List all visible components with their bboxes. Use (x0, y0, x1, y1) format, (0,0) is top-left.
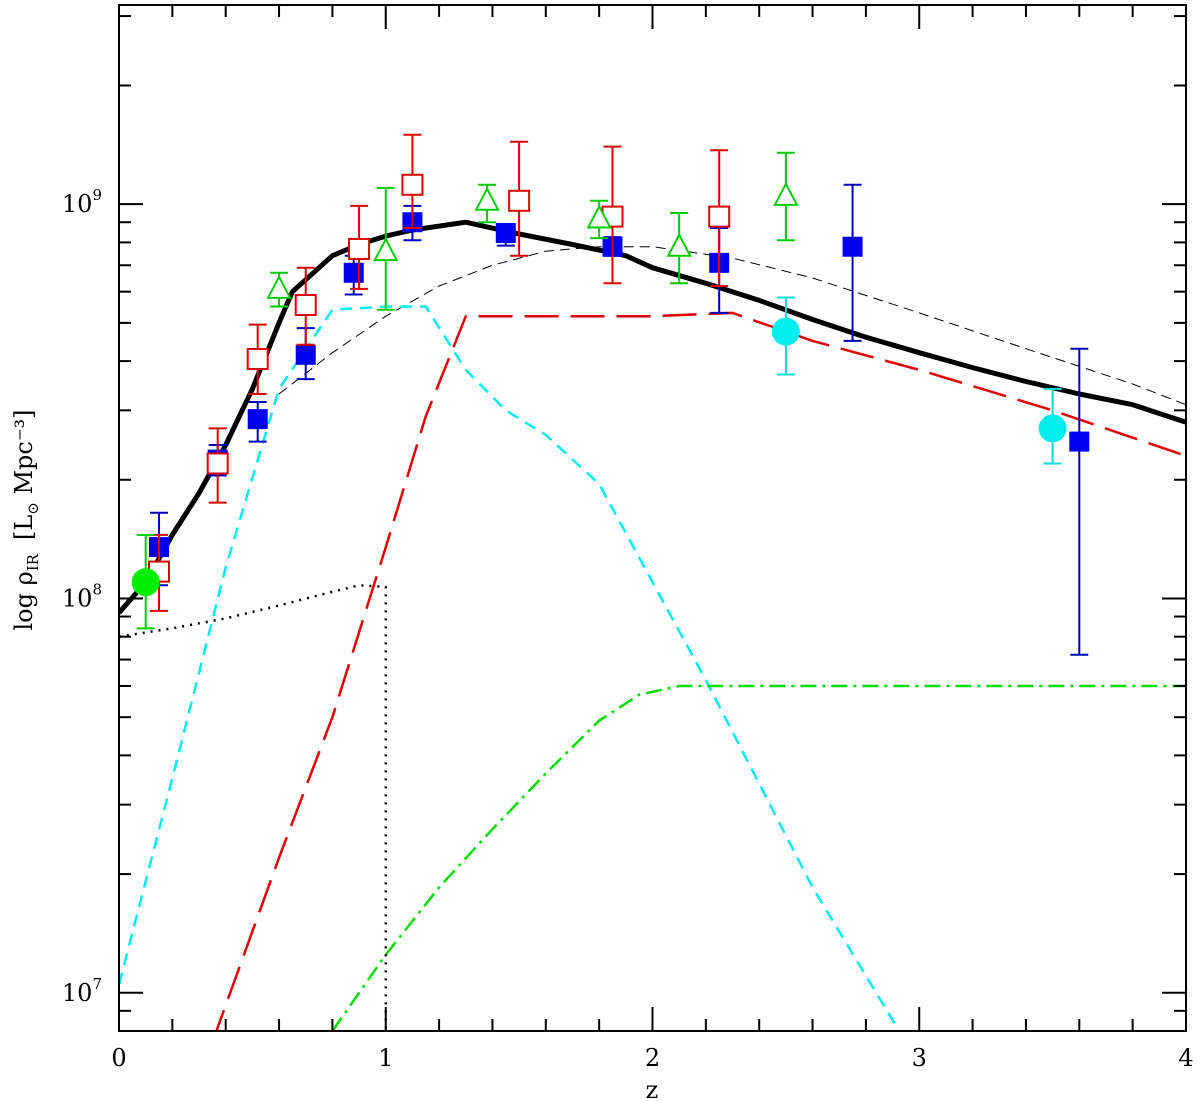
data-points (131, 133, 1090, 656)
data-point-open-triangle (773, 181, 799, 206)
data-point-open-square (348, 237, 371, 260)
x-tick-label: 4 (1178, 1044, 1193, 1072)
x-tick-label: 3 (912, 1044, 927, 1072)
model-curve-2 (278, 246, 1186, 406)
data-point-open-square (401, 173, 424, 196)
data-point-open-square (508, 189, 531, 212)
y-axis-label-sub: IR (24, 553, 42, 571)
x-axis-label: z (646, 1076, 659, 1102)
data-point-square (295, 344, 316, 365)
series-3 (266, 151, 799, 311)
error-bar (1070, 347, 1089, 656)
data-point-square (247, 409, 268, 430)
y-tick-label-base: 10 (62, 190, 93, 218)
series-2 (148, 133, 731, 612)
data-point-square (842, 236, 863, 257)
y-axis-label-unit-sub: ⊙ (24, 502, 42, 515)
data-point-open-triangle (586, 204, 612, 229)
model-curve-5 (331, 684, 1186, 1031)
model-curve-3 (119, 305, 901, 1031)
data-point-open-triangle (474, 186, 500, 211)
data-point-open-square (708, 205, 731, 228)
y-tick-label-exponent: 7 (92, 975, 102, 993)
y-tick-label-base: 10 (62, 979, 93, 1007)
error-bar (843, 183, 862, 342)
data-point-square (1069, 431, 1090, 452)
data-point-open-square (206, 452, 229, 475)
y-axis-label-unit: [L (10, 515, 38, 540)
series-4 (131, 533, 160, 630)
data-point-square (495, 223, 516, 244)
y-tick-label: 109 (62, 186, 102, 218)
data-point-square (343, 262, 364, 283)
data-point-open-triangle (666, 232, 692, 257)
x-tick-label: 2 (645, 1044, 660, 1072)
y-axis-label-main: log ρ (10, 571, 38, 630)
y-tick-label-exponent: 9 (92, 186, 102, 204)
y-tick-label-exponent: 8 (92, 580, 102, 598)
data-point-circle (771, 317, 800, 346)
data-point-open-triangle (266, 274, 292, 299)
series-5 (771, 296, 1067, 465)
y-tick-label: 108 (62, 580, 102, 612)
y-tick-label: 107 (62, 975, 102, 1007)
data-point-open-square (294, 294, 317, 317)
data-point-open-square (246, 347, 269, 370)
x-tick-label: 0 (111, 1044, 126, 1072)
model-curve-4 (215, 311, 1186, 1031)
x-tick-label: 1 (378, 1044, 393, 1072)
data-point-circle (1038, 414, 1067, 443)
y-axis-label: log ρIR [L⊙ Mpc⁻³] (10, 409, 42, 630)
y-axis-label-unit-rest: Mpc⁻³] (10, 409, 38, 502)
data-point-circle (131, 568, 160, 597)
y-tick-label-base: 10 (62, 584, 93, 612)
data-point-open-triangle (373, 237, 399, 262)
